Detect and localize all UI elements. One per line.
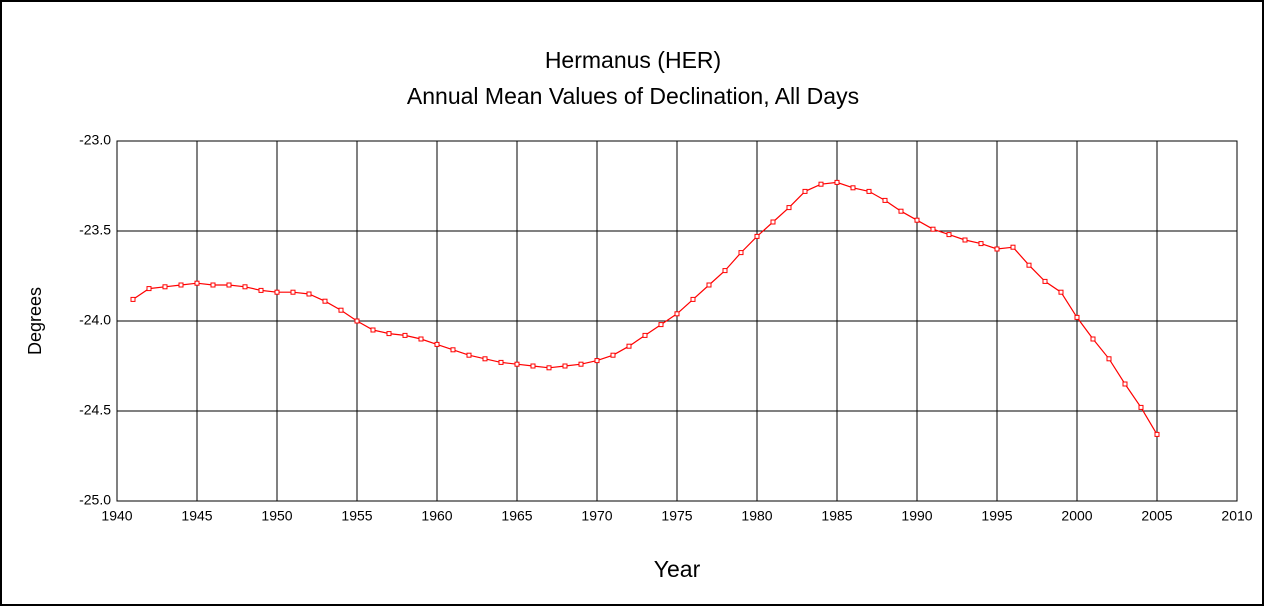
x-tick-label: 1965 — [501, 508, 532, 524]
data-point — [466, 352, 472, 358]
data-point — [530, 363, 536, 369]
x-tick-label: 1945 — [181, 508, 212, 524]
data-point — [1010, 244, 1016, 250]
data-point — [418, 336, 424, 342]
x-tick-label: 2010 — [1221, 508, 1252, 524]
y-tick-label: -23.5 — [79, 222, 111, 238]
x-tick-label: 1985 — [821, 508, 852, 524]
data-point — [1042, 278, 1048, 284]
data-point — [946, 232, 952, 238]
data-point — [834, 179, 840, 185]
data-point — [962, 237, 968, 243]
data-point — [994, 246, 1000, 252]
data-point — [658, 322, 664, 328]
data-point — [514, 361, 520, 367]
y-tick-label: -25.0 — [79, 492, 111, 508]
data-point — [930, 226, 936, 232]
data-point — [1090, 336, 1096, 342]
data-point — [706, 282, 712, 288]
x-tick-label: 1950 — [261, 508, 292, 524]
data-point — [1058, 289, 1064, 295]
data-point — [1026, 262, 1032, 268]
x-tick-label: 1955 — [341, 508, 372, 524]
data-point — [194, 280, 200, 286]
data-point — [642, 332, 648, 338]
data-point — [1122, 381, 1128, 387]
data-point — [306, 291, 312, 297]
x-tick-label: 1975 — [661, 508, 692, 524]
chart-subtitle: Annual Mean Values of Declination, All D… — [407, 83, 859, 109]
x-tick-label: 2005 — [1141, 508, 1172, 524]
data-point — [786, 205, 792, 211]
data-point — [754, 233, 760, 239]
data-point — [914, 217, 920, 223]
data-point — [482, 356, 488, 362]
x-tick-label: 1980 — [741, 508, 772, 524]
data-point — [146, 286, 152, 292]
data-point — [546, 365, 552, 371]
data-point — [722, 268, 728, 274]
data-point — [274, 289, 280, 295]
data-point — [562, 363, 568, 369]
data-point — [386, 331, 392, 337]
data-point — [690, 296, 696, 302]
x-tick-label: 1970 — [581, 508, 612, 524]
data-point — [258, 287, 264, 293]
data-point — [130, 296, 136, 302]
data-point — [322, 298, 328, 304]
data-point — [338, 307, 344, 313]
data-point — [242, 284, 248, 290]
data-point — [802, 188, 808, 194]
x-tick-label: 2000 — [1061, 508, 1092, 524]
data-point — [578, 361, 584, 367]
data-point — [210, 282, 216, 288]
data-point — [738, 250, 744, 256]
x-tick-label: 1995 — [981, 508, 1012, 524]
data-point — [594, 358, 600, 364]
data-point — [978, 241, 984, 247]
data-point — [1106, 356, 1112, 362]
x-tick-label: 1960 — [421, 508, 452, 524]
data-point — [674, 311, 680, 317]
data-point — [770, 219, 776, 225]
data-point — [1154, 431, 1160, 437]
x-axis-label: Year — [654, 556, 701, 582]
data-point — [162, 284, 168, 290]
data-point — [498, 359, 504, 365]
data-point — [1074, 314, 1080, 320]
data-point — [178, 282, 184, 288]
data-point — [626, 343, 632, 349]
x-tick-label: 1940 — [101, 508, 132, 524]
data-point — [370, 327, 376, 333]
y-axis-label: Degrees — [25, 287, 45, 355]
data-point — [882, 197, 888, 203]
data-point — [402, 332, 408, 338]
data-point — [898, 208, 904, 214]
data-point — [450, 347, 456, 353]
data-point — [226, 282, 232, 288]
y-tick-label: -24.5 — [79, 402, 111, 418]
data-point — [866, 188, 872, 194]
data-point — [354, 318, 360, 324]
chart-title: Hermanus (HER) — [545, 47, 721, 73]
x-tick-label: 1990 — [901, 508, 932, 524]
data-point — [434, 341, 440, 347]
data-point — [290, 289, 296, 295]
y-tick-label: -23.0 — [79, 132, 111, 148]
data-point — [818, 181, 824, 187]
y-tick-label: -24.0 — [79, 312, 111, 328]
data-point — [610, 352, 616, 358]
data-point — [1138, 404, 1144, 410]
data-point — [850, 185, 856, 191]
